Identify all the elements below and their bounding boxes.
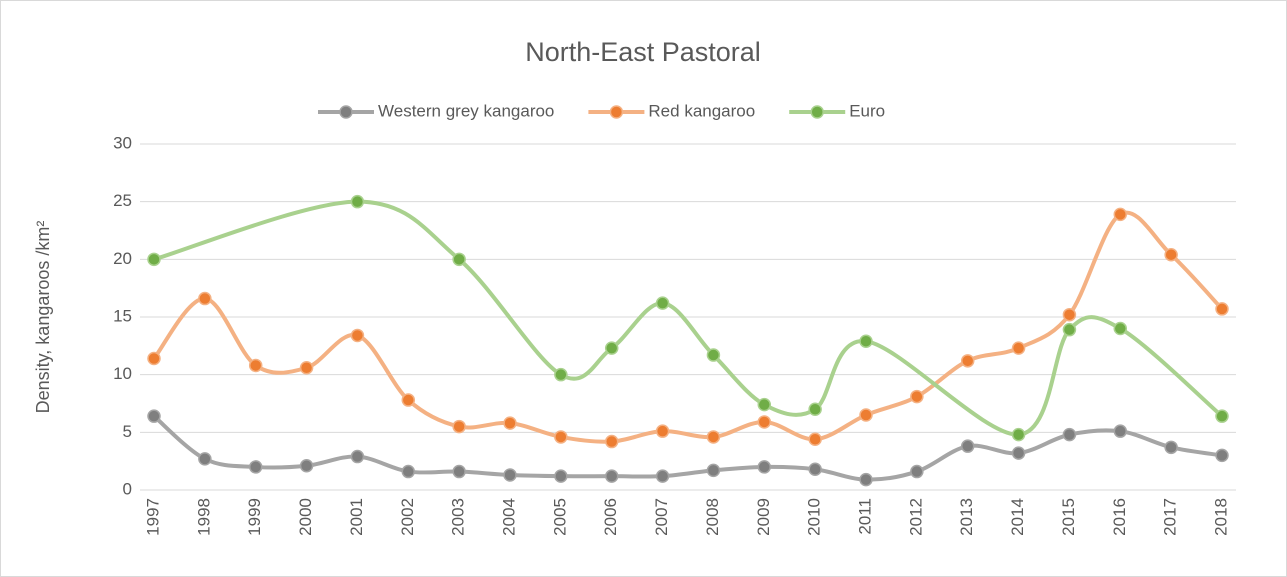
data-point	[910, 389, 924, 404]
data-point	[859, 408, 873, 422]
data-point	[1113, 321, 1128, 336]
x-tick-label: 2002	[398, 498, 417, 536]
x-tick-label: 2008	[703, 498, 722, 536]
data-point	[554, 367, 568, 382]
y-tick-label: 20	[113, 249, 132, 268]
data-point	[910, 464, 924, 479]
x-tick-label: 2000	[296, 498, 315, 536]
data-point	[248, 460, 263, 474]
data-point	[808, 432, 822, 447]
data-point	[1062, 427, 1077, 442]
data-point	[452, 464, 466, 479]
legend-label: Red kangaroo	[648, 101, 755, 120]
data-point	[350, 194, 365, 209]
legend-marker	[339, 105, 353, 119]
y-tick-label: 5	[123, 422, 132, 441]
y-tick-label: 10	[113, 364, 132, 383]
data-point	[1113, 207, 1128, 222]
x-tick-label: 2011	[855, 498, 874, 535]
data-point	[1215, 409, 1229, 423]
x-tick-label: 2017	[1161, 498, 1180, 536]
x-tick-label: 2009	[754, 498, 773, 536]
legend-marker	[810, 105, 824, 119]
data-point	[1164, 247, 1178, 262]
data-point	[248, 358, 263, 373]
data-point	[452, 419, 466, 434]
data-point	[1215, 448, 1229, 463]
x-tick-label: 2013	[957, 498, 976, 536]
data-point	[808, 462, 822, 476]
data-point	[1164, 440, 1178, 455]
x-tick-label: 1999	[245, 498, 264, 536]
data-point	[350, 328, 365, 343]
data-point	[859, 334, 873, 348]
x-tick-label: 2004	[499, 498, 518, 536]
data-point	[401, 464, 416, 479]
data-point	[706, 348, 721, 362]
x-tick-label: 2018	[1211, 498, 1230, 536]
x-tick-label: 2007	[652, 498, 671, 536]
data-point	[1011, 427, 1026, 442]
data-point	[147, 252, 161, 267]
data-point	[655, 469, 670, 483]
data-point	[757, 415, 772, 429]
data-point	[960, 439, 975, 453]
data-point	[503, 468, 517, 482]
x-tick-label: 2006	[601, 498, 620, 536]
x-tick-label: 2010	[805, 498, 824, 536]
x-tick-label: 2014	[1008, 498, 1027, 536]
data-point	[1062, 322, 1077, 337]
x-tick-label: 2003	[449, 498, 468, 536]
y-tick-label: 30	[113, 133, 132, 152]
data-point	[299, 360, 314, 375]
chart-title: North-East Pastoral	[525, 37, 761, 67]
y-tick-label: 15	[113, 306, 132, 325]
data-point	[604, 341, 619, 355]
legend-marker	[609, 105, 624, 119]
x-tick-label: 2015	[1059, 498, 1078, 536]
x-tick-label: 1997	[143, 498, 162, 536]
series-line	[153, 199, 1224, 437]
x-tick-label: 1998	[194, 498, 213, 536]
data-point	[147, 351, 161, 366]
data-point	[1062, 307, 1077, 322]
x-tick-label: 2016	[1110, 498, 1129, 536]
data-point	[604, 434, 619, 449]
data-point	[1113, 424, 1128, 438]
x-tick-label: 2012	[906, 498, 925, 536]
x-tick-label: 2001	[347, 498, 366, 536]
data-point	[198, 291, 212, 306]
data-point	[757, 397, 772, 412]
data-point	[960, 354, 975, 368]
data-point	[655, 296, 670, 310]
data-point	[757, 460, 772, 474]
data-point	[655, 424, 670, 438]
legend-label: Western grey kangaroo	[378, 101, 554, 120]
data-point	[859, 472, 873, 487]
data-point	[706, 463, 721, 478]
x-tick-label: 2005	[550, 498, 569, 536]
data-point	[1011, 446, 1026, 460]
data-point	[198, 452, 212, 466]
data-point	[1215, 302, 1229, 316]
data-point	[604, 469, 619, 483]
legend-label: Euro	[849, 101, 885, 120]
data-point	[554, 430, 568, 444]
y-tick-label: 25	[113, 191, 132, 210]
data-point	[299, 459, 314, 473]
data-point	[503, 416, 517, 430]
data-point	[401, 393, 416, 407]
data-point	[808, 402, 822, 417]
data-point	[554, 469, 568, 483]
series-line	[152, 414, 1223, 482]
data-point	[706, 430, 721, 444]
data-point	[147, 409, 161, 423]
data-point	[1011, 341, 1026, 355]
data-point	[452, 252, 466, 267]
y-axis-label: Density, kangaroos /km²	[33, 221, 53, 414]
data-point	[350, 449, 365, 464]
y-tick-label: 0	[123, 479, 132, 498]
